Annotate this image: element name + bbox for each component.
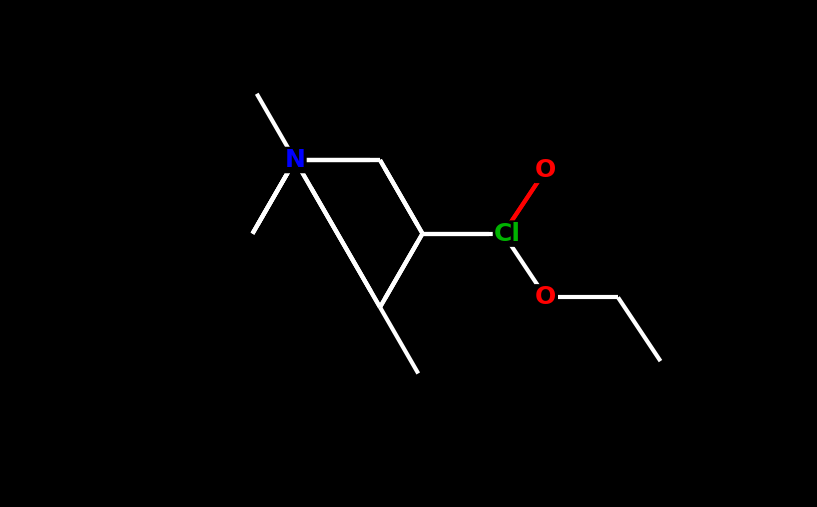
Text: Cl: Cl	[494, 222, 521, 245]
Text: O: O	[535, 285, 556, 309]
Text: N: N	[284, 148, 306, 172]
Text: O: O	[535, 158, 556, 182]
